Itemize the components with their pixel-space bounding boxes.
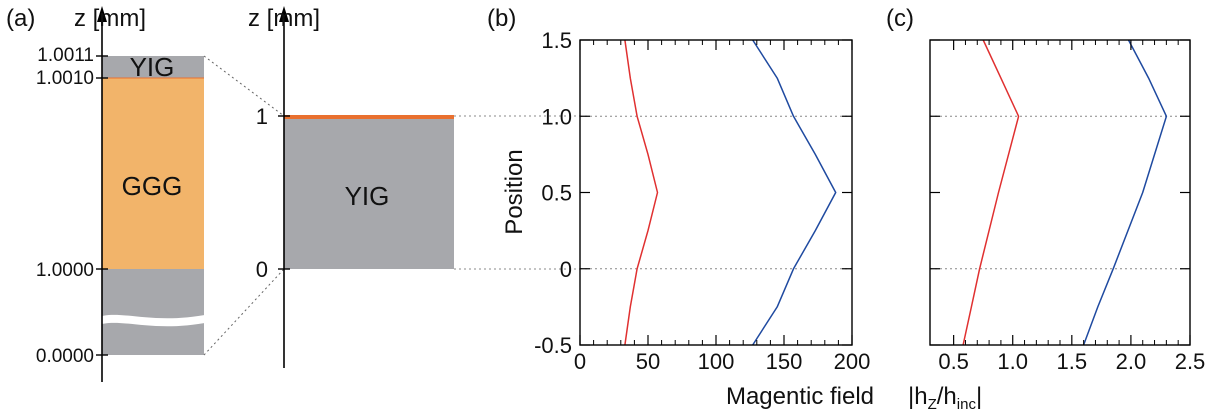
left-tick-label: 0.0000: [36, 346, 94, 367]
panel-c-label: (c): [886, 5, 914, 32]
chart-b-y-tick-label: 0.5: [541, 181, 572, 206]
chart-b-y-tick-label: 1.0: [541, 104, 572, 129]
chart-c-x-tick-label: 0.5: [938, 349, 969, 374]
yig-top-label: YIG: [130, 52, 175, 82]
chart-b-x-tick-label: 100: [698, 349, 735, 374]
right-z-axis-arrow: [279, 6, 289, 22]
yig-top-layer: [102, 56, 204, 78]
chart-b-y-tick-label: 0: [560, 257, 572, 282]
right-z-axis-label: z [mm]: [248, 5, 320, 32]
chart-b-x-tick-label: 200: [834, 349, 871, 374]
left-tick-label: 1.0011: [37, 45, 94, 66]
chart-b-plot-frame: [579, 39, 853, 346]
chart-c: 0.5 1.0 1.5 2.0 2.5: [929, 39, 1206, 374]
chart-b-x-tick-label: 50: [636, 349, 660, 374]
x-title-part: /h: [937, 383, 957, 410]
panel-b-label: (b): [487, 5, 516, 32]
panel-b: (b) Position 0 50 100 150 200-0.500.51.01.5 …: [487, 5, 874, 410]
chart-c-x-tick-label: 2.5: [1175, 349, 1206, 374]
x-title-sub: Z: [928, 396, 937, 412]
ggg-zoom-layer: [284, 115, 454, 119]
axis-break: [95, 314, 210, 327]
chart-c-x-tick-label: 1.0: [997, 349, 1028, 374]
chart-b-y-tick-label: -0.5: [534, 333, 572, 358]
ggg-layer: [102, 78, 204, 269]
left-z-axis-arrow: [97, 6, 107, 22]
yig-bottom-layer: [102, 269, 204, 355]
x-axis-title-c: |hZ/hinc|: [908, 383, 982, 412]
left-z-axis-label: z [mm]: [74, 5, 146, 32]
y-axis-title: Position: [501, 149, 528, 234]
left-tick-label: 1.0010: [36, 68, 94, 89]
left-tick-label: 1.0000: [36, 260, 94, 281]
chart-c-x-tick-label: 1.5: [1057, 349, 1088, 374]
right-tick-label: 1: [256, 104, 268, 129]
right-tick-label: 0: [256, 257, 268, 282]
chart-b-series-line-1: [752, 39, 837, 346]
panel-c: (c) 0.5 1.0 1.5 2.0 2.5 |hZ/hinc|: [886, 5, 1205, 412]
panel-a: (a) YIG GGG z [mm] 1.0011 1.0010 1.0000 …: [6, 5, 580, 382]
chart-c-x-tick-label: 2.0: [1116, 349, 1147, 374]
x-title-part: |: [976, 383, 982, 410]
chart-c-series-line-0: [962, 39, 1020, 346]
x-title-sub: inc: [957, 396, 977, 412]
chart-b: 0 50 100 150 200-0.500.51.01.5: [534, 28, 870, 374]
panel-a-label: (a): [6, 5, 35, 32]
x-title-part: |h: [908, 383, 928, 410]
x-axis-title-b: Magentic field: [726, 383, 874, 410]
zoom-guide-top: [203, 55, 285, 117]
chart-c-series-line-1: [1082, 39, 1168, 346]
yig-zoom-layer: [284, 119, 454, 269]
chart-b-series-line-0: [624, 39, 659, 346]
chart-b-x-tick-label: 0: [574, 349, 586, 374]
chart-b-x-tick-label: 150: [766, 349, 803, 374]
zoom-guide-bottom: [203, 268, 285, 356]
ggg-label: GGG: [122, 171, 183, 201]
chart-c-plot-frame: [929, 39, 1191, 346]
yig-zoom-label: YIG: [345, 181, 390, 211]
chart-b-y-tick-label: 1.5: [541, 28, 572, 53]
